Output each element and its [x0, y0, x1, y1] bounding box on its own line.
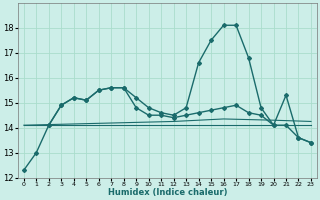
X-axis label: Humidex (Indice chaleur): Humidex (Indice chaleur) [108, 188, 227, 197]
